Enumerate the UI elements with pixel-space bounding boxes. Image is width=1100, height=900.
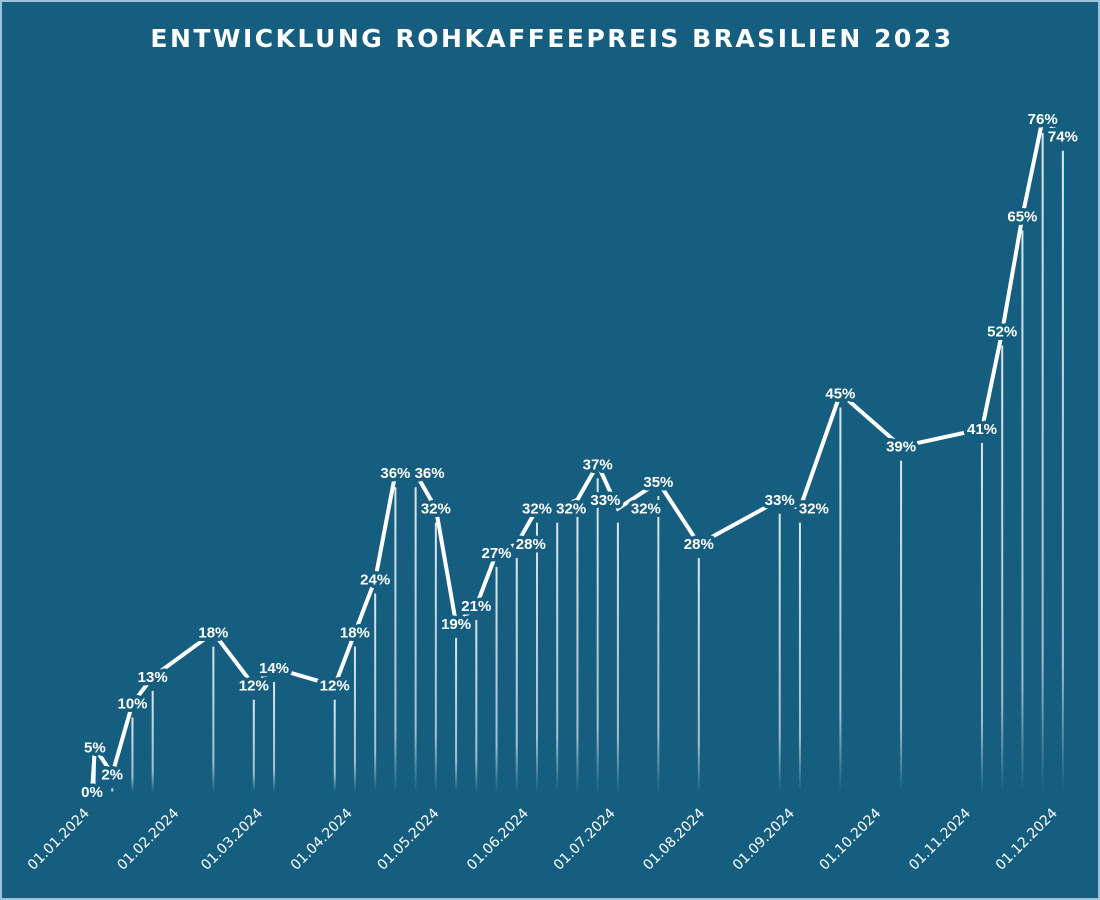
- data-label: 32%: [556, 501, 586, 518]
- drop-line: [273, 682, 276, 792]
- drop-line: [434, 522, 437, 792]
- data-label: 27%: [481, 545, 511, 562]
- drop-line: [657, 496, 660, 792]
- drop-line: [333, 699, 336, 792]
- data-label: 32%: [799, 501, 829, 518]
- drop-line: [980, 442, 983, 792]
- drop-line: [778, 513, 781, 792]
- data-label: 37%: [583, 456, 613, 473]
- data-label: 13%: [138, 669, 168, 686]
- data-label: 36%: [415, 465, 445, 482]
- x-tick-label: 01.08.2024: [640, 805, 708, 873]
- drop-line: [798, 522, 801, 792]
- data-label: 52%: [987, 324, 1017, 341]
- drop-line: [556, 522, 559, 792]
- data-label: 18%: [198, 625, 228, 642]
- x-tick-label: 01.10.2024: [817, 805, 885, 873]
- drop-line: [252, 699, 255, 792]
- data-label: 12%: [239, 678, 269, 695]
- data-label: 33%: [590, 492, 620, 509]
- drop-line: [414, 487, 417, 792]
- drop-line: [131, 717, 134, 792]
- x-tick-label: 01.07.2024: [551, 805, 619, 873]
- x-tick-label: 01.01.2024: [25, 805, 93, 873]
- x-tick-label: 01.05.2024: [374, 805, 442, 873]
- drop-line: [212, 646, 215, 792]
- drop-line: [535, 522, 538, 792]
- drop-line: [495, 566, 498, 792]
- x-tick-label: 01.12.2024: [993, 805, 1061, 873]
- data-label: 21%: [461, 598, 491, 615]
- drop-line: [616, 522, 619, 792]
- data-label: 76%: [1028, 111, 1058, 128]
- data-label: 35%: [643, 474, 673, 491]
- data-label: 19%: [441, 616, 471, 633]
- drop-line: [596, 478, 599, 792]
- data-label: 39%: [886, 439, 916, 456]
- drop-line: [1021, 230, 1024, 792]
- drop-line: [374, 593, 377, 792]
- data-label: 28%: [516, 536, 546, 553]
- x-tick-label: 01.02.2024: [114, 805, 182, 873]
- drop-line: [353, 646, 356, 792]
- drop-line: [455, 637, 458, 792]
- drop-line: [475, 620, 478, 792]
- x-tick-label: 01.04.2024: [288, 805, 356, 873]
- drop-line: [1061, 150, 1064, 793]
- data-label: 24%: [360, 572, 390, 589]
- chart-title: ENTWICKLUNG ROHKAFFEEPREIS BRASILIEN 202…: [150, 24, 954, 53]
- x-tick-label: 01.06.2024: [464, 805, 532, 873]
- drop-line: [900, 460, 903, 792]
- data-label: 32%: [631, 501, 661, 518]
- drop-line: [151, 690, 154, 792]
- drop-line: [1001, 345, 1004, 792]
- data-label: 74%: [1048, 129, 1078, 146]
- data-label: 33%: [765, 492, 795, 509]
- x-tick-label: 01.11.2024: [906, 805, 974, 873]
- series-line: [90, 115, 1065, 793]
- data-label: 65%: [1007, 208, 1037, 225]
- drop-line: [1041, 133, 1044, 792]
- drop-line: [515, 558, 518, 792]
- data-label: 32%: [421, 501, 451, 518]
- data-label: 0%: [81, 784, 103, 801]
- drop-line: [394, 487, 397, 792]
- drop-line: [839, 407, 842, 792]
- data-label: 36%: [380, 465, 410, 482]
- drop-line: [111, 788, 114, 792]
- drop-line: [576, 513, 579, 792]
- data-label: 2%: [101, 766, 123, 783]
- data-label: 45%: [825, 386, 855, 403]
- data-label: 10%: [117, 695, 147, 712]
- data-label: 28%: [684, 536, 714, 553]
- data-label: 32%: [522, 501, 552, 518]
- x-tick-label: 01.09.2024: [730, 805, 798, 873]
- data-label: 18%: [340, 625, 370, 642]
- x-tick-label: 01.03.2024: [198, 805, 266, 873]
- data-label: 14%: [259, 660, 289, 677]
- data-label: 41%: [967, 421, 997, 438]
- data-label: 12%: [320, 678, 350, 695]
- data-label: 5%: [84, 740, 106, 757]
- drop-line: [697, 558, 700, 792]
